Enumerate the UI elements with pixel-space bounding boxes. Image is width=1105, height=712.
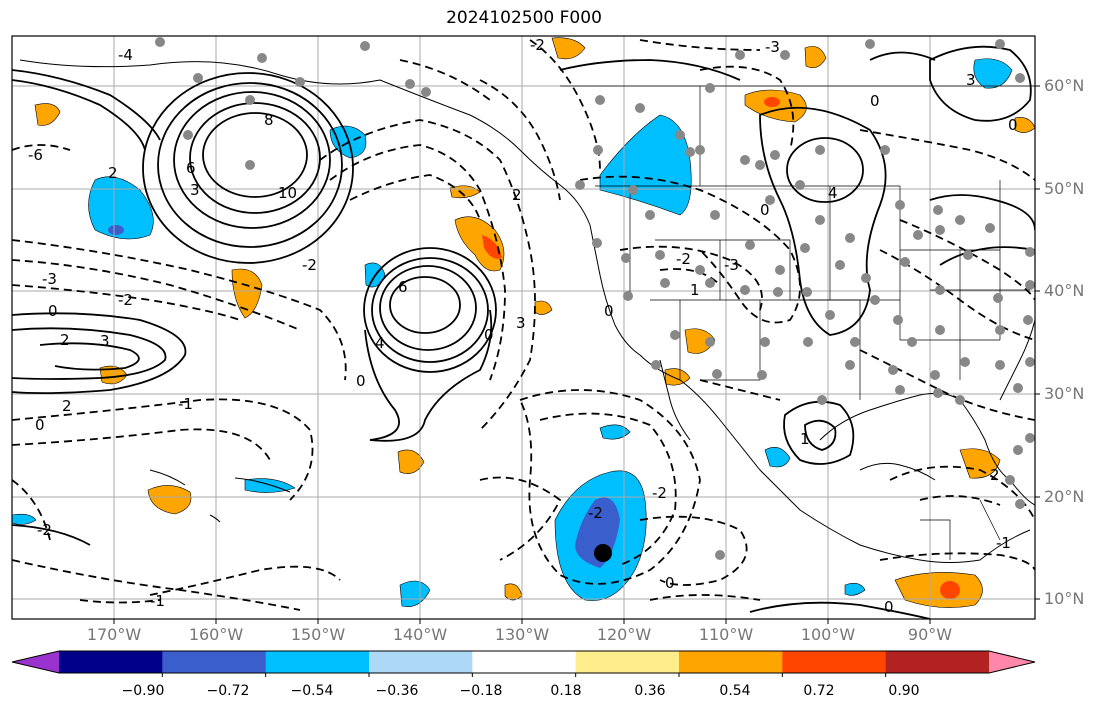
station-dots — [155, 37, 1035, 560]
contour-label: -2 — [302, 256, 317, 274]
contour-label: 1 — [690, 281, 700, 299]
contour-label: 0 — [604, 302, 614, 320]
colorbar-extend-min — [12, 651, 59, 673]
colorbar-tick-label: 0.18 — [550, 683, 582, 699]
lat-label: 30°N — [1044, 384, 1085, 403]
map-frame — [11, 35, 1036, 620]
contour-label: 0 — [870, 92, 880, 110]
solid-contours — [12, 45, 1035, 619]
contour-label: 2 — [62, 397, 72, 415]
contour-label: -2 — [118, 291, 133, 309]
contour-label: -2 — [530, 36, 545, 54]
contour-label: -4 — [118, 46, 133, 64]
contour-label: 3 — [516, 314, 526, 332]
contour-label: -3 — [765, 38, 780, 56]
colorbar-segment — [679, 651, 783, 673]
lon-label: 100°W — [800, 625, 856, 644]
contour-label: 2 — [512, 186, 522, 204]
colorbar-segment — [162, 651, 267, 673]
contour-label: -2 — [37, 521, 52, 539]
colorbar-tick-label: 0.90 — [888, 683, 920, 699]
contour-label: 0 — [760, 201, 770, 219]
colorbar-tick-label: −0.54 — [290, 683, 334, 699]
colorbar-outline — [11, 650, 1036, 674]
contour-label: 8 — [264, 111, 274, 129]
negative-shading — [12, 58, 1013, 607]
lat-label: 10°N — [1044, 589, 1085, 608]
contour-label: 2 — [108, 164, 118, 182]
colorbar-segment — [472, 651, 577, 673]
contour-label: 0 — [665, 574, 675, 592]
contour-label: -1 — [150, 592, 165, 610]
lon-label: 150°W — [290, 625, 346, 644]
lat-label: 60°N — [1044, 76, 1085, 95]
contour-label: -2 — [588, 504, 603, 522]
colorbar-tick-label: 0.54 — [719, 683, 751, 699]
contour-label: 4 — [375, 334, 385, 352]
colorbar-segment — [265, 651, 370, 673]
gridlines — [12, 36, 1035, 619]
contour-label: 3 — [100, 332, 110, 350]
contour-label: 10 — [278, 184, 297, 202]
contour-label: -3 — [724, 256, 739, 274]
contour-label: -1 — [996, 534, 1011, 552]
colorbar-tick-label: −0.90 — [121, 683, 165, 699]
contour-label: 0 — [35, 416, 45, 434]
lon-label: 140°W — [392, 625, 448, 644]
colorbar-segment — [782, 651, 887, 673]
colorbar-segment — [369, 651, 473, 673]
lon-label: 120°W — [596, 625, 652, 644]
contour-label: 0 — [1008, 116, 1018, 134]
boundaries — [560, 85, 1035, 560]
colorbar-tick-label: 0.72 — [803, 683, 835, 699]
contour-label: -3 — [42, 270, 57, 288]
contour-label: 2 — [60, 331, 70, 349]
lat-label: 20°N — [1044, 487, 1085, 506]
storm-position-marker — [594, 544, 612, 562]
contour-label: 2 — [990, 466, 1000, 484]
colorbar-tick-label: −0.72 — [206, 683, 250, 699]
contour-label: -2 — [652, 484, 667, 502]
dashed-contours — [12, 39, 1035, 611]
colorbar-tick-label: −0.18 — [459, 683, 503, 699]
tick-marks — [113, 85, 1040, 624]
colorbar-segment — [59, 651, 163, 673]
contour-label: 1 — [800, 430, 810, 448]
colorbar-tick-label: −0.36 — [375, 683, 419, 699]
contour-label: 6 — [186, 159, 196, 177]
contour-label: 3 — [966, 71, 976, 89]
contour-label: 4 — [828, 184, 838, 202]
contour-label: 6 — [398, 278, 408, 296]
colorbar-segment — [885, 651, 990, 673]
colorbar-segment — [575, 651, 680, 673]
contour-label: -1 — [178, 395, 193, 413]
contour-label: 0 — [48, 302, 58, 320]
lon-label: 130°W — [494, 625, 550, 644]
contour-label: -6 — [28, 146, 43, 164]
lat-label: 50°N — [1044, 179, 1085, 198]
lat-label: 40°N — [1044, 281, 1085, 300]
map-title: 2024102500 F000 — [446, 8, 602, 28]
lon-label: 160°W — [188, 625, 244, 644]
contour-label: 3 — [190, 181, 200, 199]
lon-label: 170°W — [86, 625, 142, 644]
contour-labels: -4 -3 -3 -3 -2 -2 -2 -2 -2 -2 -1 -1 -2 -… — [28, 36, 1018, 616]
positive-shading — [34, 37, 1035, 608]
contour-label: -2 — [676, 250, 691, 268]
colorbar-extend-max — [989, 651, 1035, 673]
colorbar — [11, 650, 1036, 677]
contour-label: 0 — [356, 372, 366, 390]
lon-label: 110°W — [698, 625, 754, 644]
lon-label: 90°W — [907, 625, 953, 644]
colorbar-tick-label: 0.36 — [634, 683, 666, 699]
contour-label: 0 — [884, 598, 894, 616]
contour-label: 0 — [484, 326, 494, 344]
